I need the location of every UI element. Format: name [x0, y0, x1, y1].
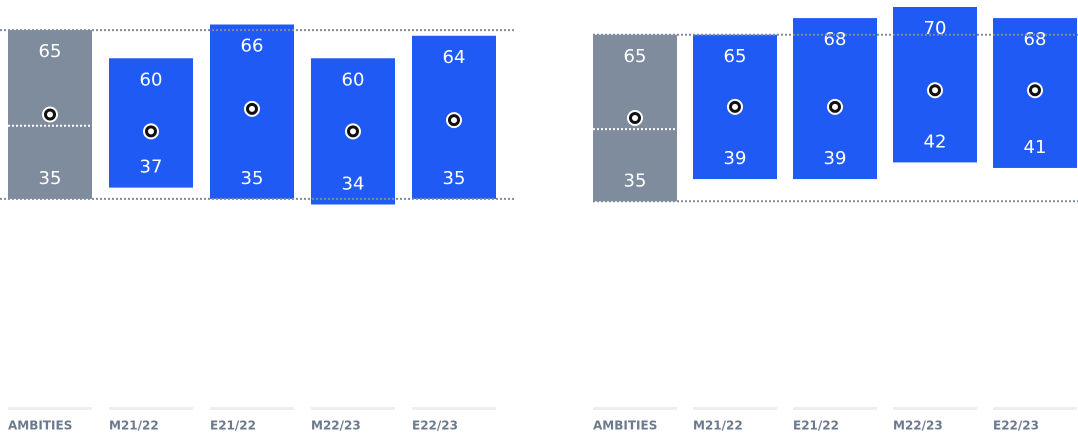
x-tick-label: E22/23: [993, 419, 1039, 433]
low-label: 39: [824, 148, 847, 169]
range-bar: [793, 18, 877, 180]
high-label: 66: [241, 36, 264, 57]
high-label: 65: [724, 46, 747, 67]
dot-center: [932, 87, 938, 94]
dot-center: [732, 103, 738, 110]
x-tick-label: E21/22: [793, 419, 839, 433]
high-label: 70: [924, 18, 947, 39]
low-label: 41: [1024, 137, 1047, 158]
x-tick-label: M22/23: [893, 419, 943, 433]
category-underline: [793, 407, 877, 410]
dot-center: [451, 117, 457, 124]
x-tick-label: M21/22: [109, 419, 159, 433]
category-underline: [993, 407, 1077, 410]
low-label: 42: [924, 131, 947, 152]
x-tick-label: AMBITIES: [593, 419, 657, 433]
category-underline: [8, 407, 92, 410]
high-label: 60: [342, 69, 365, 90]
dot-center: [632, 115, 638, 121]
low-label: 35: [624, 170, 647, 191]
x-tick-label: E21/22: [210, 419, 256, 433]
high-label: 68: [824, 29, 847, 50]
high-label: 60: [140, 69, 163, 90]
dot-center: [148, 128, 154, 135]
category-underline: [412, 407, 496, 410]
category-underline: [311, 407, 395, 410]
category-underline: [593, 407, 677, 410]
low-label: 39: [724, 148, 747, 169]
high-label: 68: [1024, 29, 1047, 50]
high-label: 65: [39, 41, 62, 62]
low-label: 37: [140, 157, 163, 178]
high-label: 65: [624, 46, 647, 67]
x-tick-label: M21/22: [693, 419, 743, 433]
low-label: 35: [39, 168, 62, 189]
dot-center: [350, 128, 356, 135]
category-underline: [109, 407, 193, 410]
high-label: 64: [443, 47, 466, 68]
dot-center: [1032, 87, 1038, 94]
low-label: 34: [342, 174, 365, 195]
x-tick-label: M22/23: [311, 419, 361, 433]
category-underline: [893, 407, 977, 410]
x-tick-label: E22/23: [412, 419, 458, 433]
category-underline: [210, 407, 294, 410]
dot-center: [47, 111, 53, 118]
range-bar: [109, 58, 193, 188]
dot-center: [832, 103, 838, 110]
category-underline: [693, 407, 777, 410]
x-tick-label: AMBITIES: [8, 419, 72, 433]
low-label: 35: [443, 168, 466, 189]
dot-center: [249, 105, 255, 112]
low-label: 35: [241, 168, 264, 189]
